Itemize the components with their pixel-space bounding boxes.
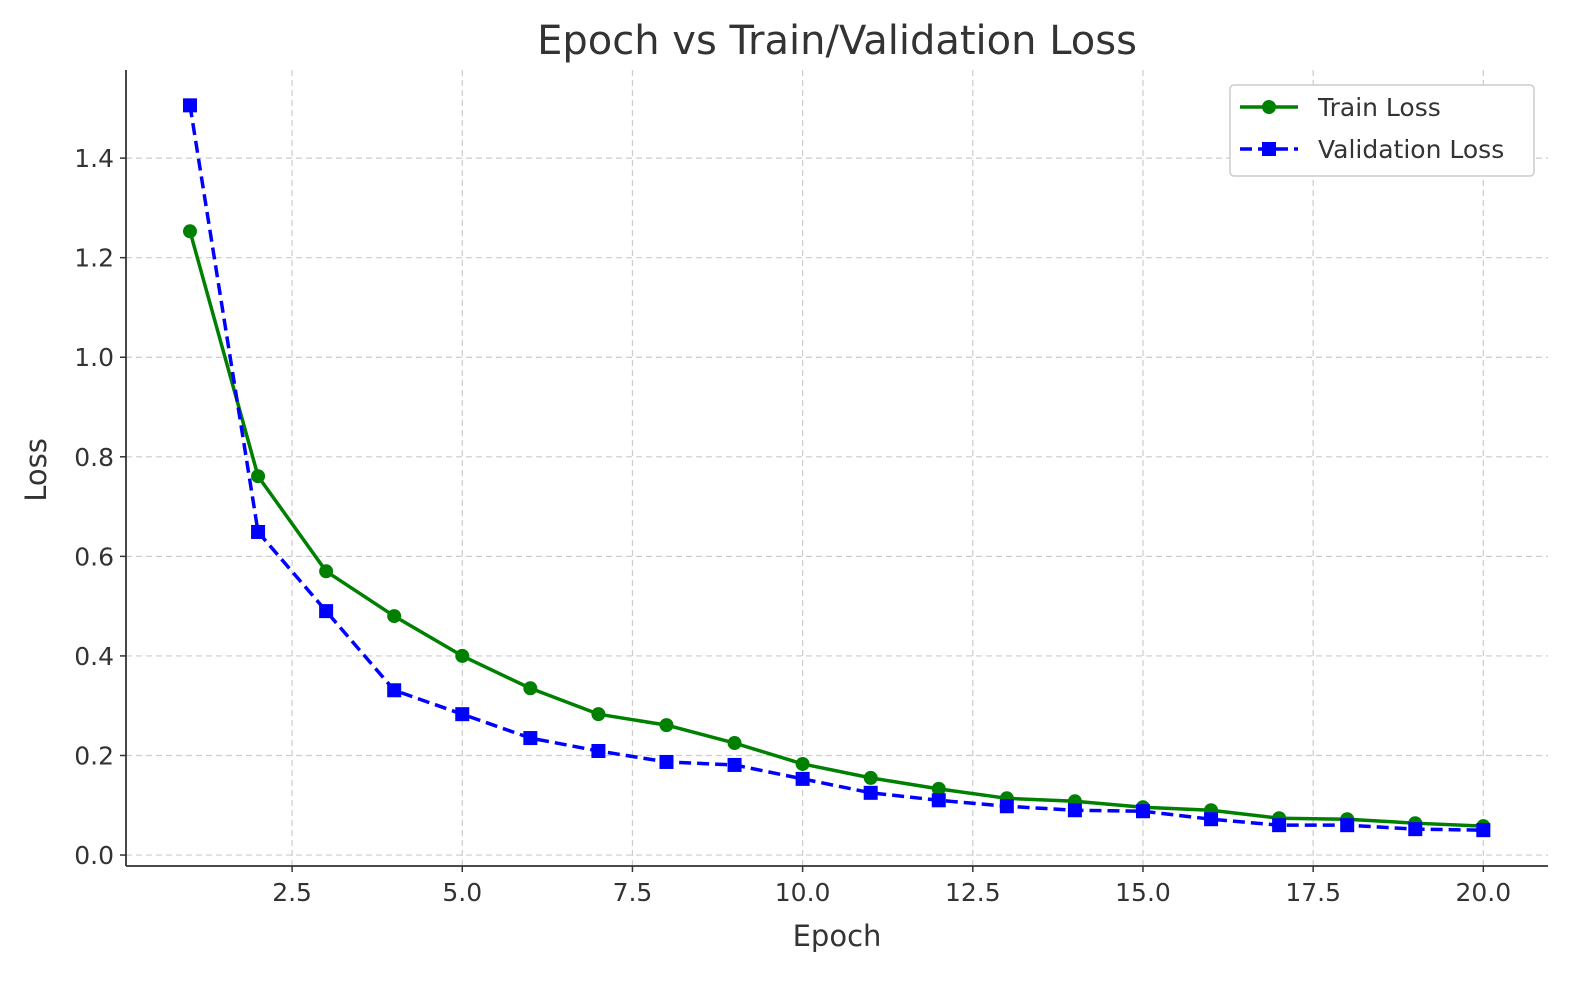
- train-loss-point: [455, 648, 470, 663]
- x-tick-label: 15.0: [1115, 878, 1171, 907]
- validation-loss-point: [319, 604, 334, 619]
- train-loss-point: [182, 224, 197, 239]
- validation-loss-point: [1408, 822, 1423, 837]
- train-loss-point: [931, 781, 946, 796]
- y-tick-label: 1.0: [74, 343, 114, 372]
- x-axis-label: Epoch: [793, 919, 882, 953]
- x-tick-label: 7.5: [613, 878, 653, 907]
- validation-loss-point: [1272, 818, 1287, 833]
- validation-loss-point: [523, 731, 538, 746]
- y-tick-label: 0.8: [74, 443, 114, 472]
- grid: [126, 70, 1548, 866]
- train-loss-point: [795, 756, 810, 771]
- series-line-train: [188, 230, 1484, 828]
- legend-val-label: Validation Loss: [1318, 135, 1504, 164]
- validation-loss-point: [727, 757, 742, 772]
- validation-loss-point: [591, 744, 606, 759]
- validation-loss-point: [1135, 804, 1150, 819]
- legend: Train Loss Validation Loss: [1229, 84, 1535, 177]
- y-tick-label: 0.0: [74, 841, 114, 870]
- validation-loss-point: [1204, 812, 1219, 827]
- x-tick-label: 10.0: [775, 878, 831, 907]
- legend-val-marker: [1262, 142, 1276, 156]
- validation-loss-point: [1340, 818, 1355, 833]
- train-loss-point: [863, 770, 878, 785]
- train-loss-point: [319, 564, 334, 579]
- ticks: 2.5 5.0 7.5 10.0 12.5 15.0 17.5 20.0 0.0 0.2 0.4 0.…: [74, 144, 1511, 907]
- validation-loss-point: [251, 524, 266, 539]
- legend-train-marker: [1262, 100, 1276, 114]
- legend-box: [1229, 84, 1535, 177]
- y-tick-label: 0.2: [74, 741, 114, 770]
- train-loss-point: [387, 609, 402, 624]
- train-loss-point: [591, 707, 606, 722]
- x-tick-label: 12.5: [945, 878, 1001, 907]
- x-tick-label: 5.0: [442, 878, 482, 907]
- train-loss-point: [523, 681, 538, 696]
- validation-loss-point: [863, 785, 878, 800]
- legend-train-label: Train Loss: [1317, 93, 1441, 122]
- validation-loss-point: [1476, 823, 1491, 838]
- x-tick-label: 20.0: [1455, 878, 1511, 907]
- x-tick-label: 17.5: [1285, 878, 1341, 907]
- validation-loss-point: [659, 754, 674, 769]
- train-loss-point: [659, 718, 674, 733]
- validation-loss-point: [795, 771, 810, 786]
- validation-loss-point: [182, 98, 197, 113]
- series: [182, 98, 1491, 838]
- validation-loss-point: [387, 683, 402, 698]
- x-tick-label: 2.5: [272, 878, 312, 907]
- train-loss-point: [727, 736, 742, 751]
- series-line-validation: [188, 105, 1484, 832]
- chart-title: Epoch vs Train/Validation Loss: [537, 18, 1137, 64]
- validation-loss-point: [455, 707, 470, 722]
- validation-loss-point: [1067, 803, 1082, 818]
- y-tick-label: 1.2: [74, 244, 114, 273]
- axes: [125, 70, 1548, 867]
- y-axis-label: Loss: [19, 438, 53, 502]
- train-loss-point: [251, 469, 266, 484]
- validation-loss-point: [931, 793, 946, 808]
- validation-loss-point: [999, 799, 1014, 814]
- y-tick-label: 0.4: [74, 642, 114, 671]
- y-tick-label: 1.4: [74, 144, 114, 173]
- y-tick-label: 0.6: [74, 542, 114, 571]
